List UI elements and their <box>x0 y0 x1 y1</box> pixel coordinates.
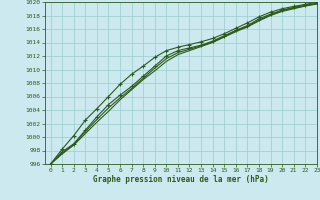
X-axis label: Graphe pression niveau de la mer (hPa): Graphe pression niveau de la mer (hPa) <box>93 175 269 184</box>
